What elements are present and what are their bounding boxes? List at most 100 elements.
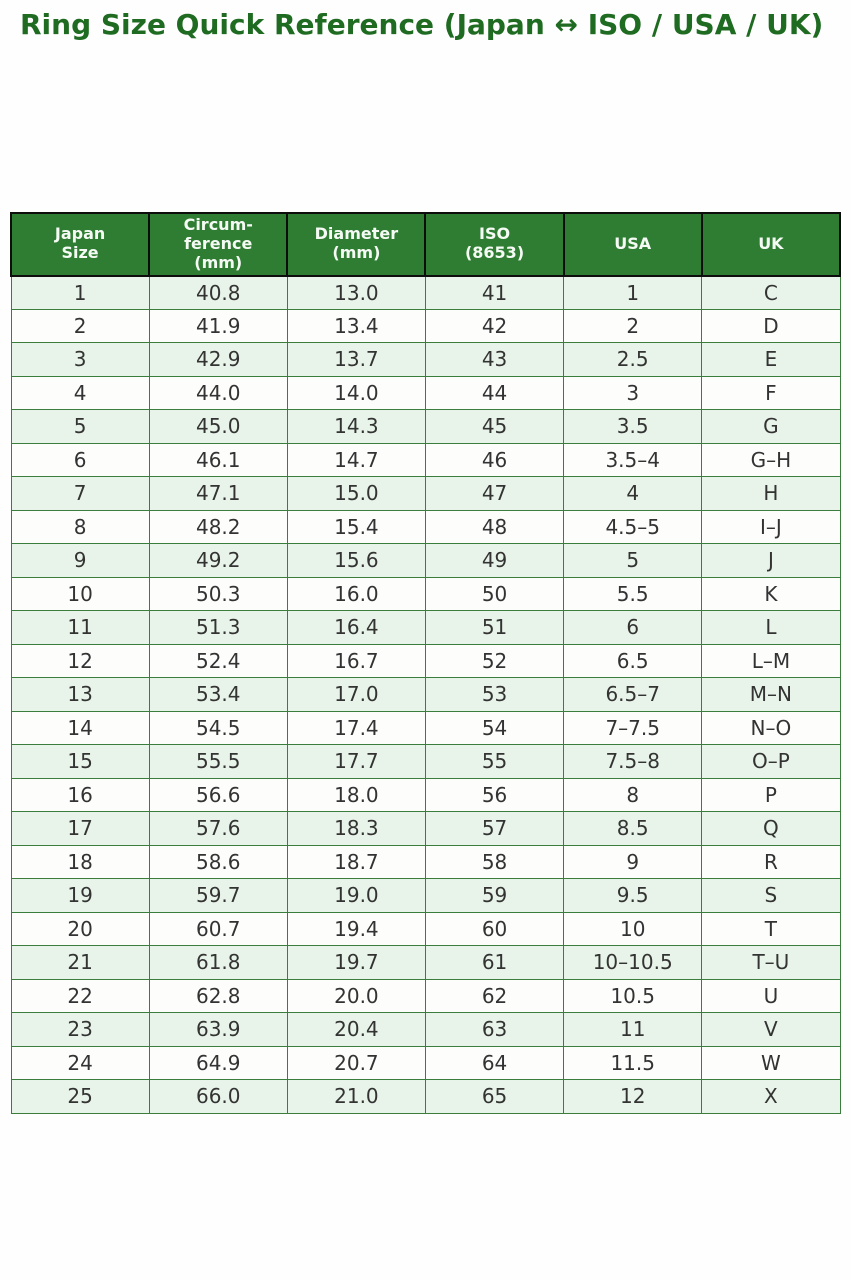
table-cell: 47 (424, 476, 565, 511)
table-cell: 10 (563, 911, 703, 947)
table-cell: 8.5 (563, 811, 703, 846)
table-cell: 7 (10, 476, 150, 511)
table-cell: 9.5 (563, 878, 703, 913)
table-cell: T–U (701, 945, 841, 980)
table-cell: 20.7 (286, 1045, 426, 1081)
table-cell: 49 (424, 543, 565, 578)
table-cell: 61.8 (148, 945, 288, 980)
table-row: 7 47.1 15.0 47 4 H (10, 476, 841, 511)
table-cell: 2.5 (563, 342, 703, 377)
table-cell: 22 (10, 978, 150, 1014)
table-cell: 65 (424, 1079, 565, 1114)
table-cell: 17 (10, 811, 150, 846)
table-cell: 6 (10, 442, 150, 478)
table-cell: 4 (563, 476, 703, 511)
table-row: 3 42.9 13.7 43 2.5 E (10, 342, 841, 377)
table-cell: E (701, 342, 841, 377)
table-cell: 11 (10, 610, 150, 645)
table-cell: 9 (10, 543, 150, 578)
table-cell: 53.4 (148, 677, 288, 712)
table-header: Japan Size Circum- ference (mm) Diameter (… (9, 212, 842, 277)
table-cell: 2 (10, 308, 150, 344)
table-cell: 17.4 (286, 710, 426, 746)
table-row: 22 62.8 20.0 62 10.5 U (10, 978, 841, 1014)
table-cell: I–J (701, 509, 841, 545)
table-cell: G (701, 409, 841, 444)
table-cell: Q (701, 811, 841, 846)
table-cell: 14.0 (286, 375, 426, 411)
table-cell: L–M (701, 643, 841, 679)
table-cell: 64 (424, 1045, 565, 1081)
table-cell: N–O (701, 710, 841, 746)
table-cell: 18.3 (286, 811, 426, 846)
table-cell: 1 (10, 275, 150, 310)
table-row: 1 40.8 13.0 41 1 C (10, 275, 841, 310)
table-cell: 57.6 (148, 811, 288, 846)
table-cell: 60 (424, 911, 565, 947)
table-cell: 12 (10, 643, 150, 679)
table-cell: 59 (424, 878, 565, 913)
table-cell: 46.1 (148, 442, 288, 478)
table-cell: 51.3 (148, 610, 288, 645)
table-cell: 14.3 (286, 409, 426, 444)
table-row: 4 44.0 14.0 44 3 F (10, 375, 841, 411)
table-row: 15 55.5 17.7 55 7.5–8 O–P (10, 744, 841, 779)
table-cell: 47.1 (148, 476, 288, 511)
column-header: Japan Size (9, 212, 151, 277)
table-cell: 45.0 (148, 409, 288, 444)
table-cell: 55 (424, 744, 565, 779)
table-row: 17 57.6 18.3 57 8.5 Q (10, 811, 841, 846)
table-header-row: Japan Size Circum- ference (mm) Diameter (… (9, 212, 842, 277)
table-cell: 6.5–7 (563, 677, 703, 712)
table-row: 24 64.9 20.7 64 11.5 W (10, 1045, 841, 1081)
table-cell: 43 (424, 342, 565, 377)
table-cell: 44 (424, 375, 565, 411)
table-cell: 8 (563, 777, 703, 813)
table-cell: R (701, 844, 841, 880)
table-cell: 20.4 (286, 1012, 426, 1047)
column-header: Circum- ference (mm) (148, 212, 289, 277)
table-cell: 5 (563, 543, 703, 578)
table-cell: 57 (424, 811, 565, 846)
table-cell: 59.7 (148, 878, 288, 913)
column-header: ISO (8653) (424, 212, 565, 277)
table-cell: 42 (424, 308, 565, 344)
table-cell: 58.6 (148, 844, 288, 880)
table-cell: L (701, 610, 841, 645)
table-cell: 16.4 (286, 610, 426, 645)
table-cell: 23 (10, 1012, 150, 1047)
table-cell: 24 (10, 1045, 150, 1081)
table-cell: 14.7 (286, 442, 426, 478)
table-row: 21 61.8 19.7 61 10–10.5 T–U (10, 945, 841, 980)
table-cell: 15.0 (286, 476, 426, 511)
table-cell: 19 (10, 878, 150, 913)
table-row: 9 49.2 15.6 49 5 J (10, 543, 841, 578)
table-row: 10 50.3 16.0 50 5.5 K (10, 576, 841, 612)
table-row: 2 41.9 13.4 42 2 D (10, 308, 841, 344)
table-cell: 7.5–8 (563, 744, 703, 779)
table-cell: C (701, 275, 841, 310)
table-cell: 10–10.5 (563, 945, 703, 980)
table-cell: G–H (701, 442, 841, 478)
table-cell: 5 (10, 409, 150, 444)
table-cell: 11 (563, 1012, 703, 1047)
table-cell: 19.7 (286, 945, 426, 980)
table-cell: 44.0 (148, 375, 288, 411)
table-cell: 13.4 (286, 308, 426, 344)
table-row: 16 56.6 18.0 56 8 P (10, 777, 841, 813)
column-header: Diameter (mm) (286, 212, 427, 277)
table-cell: V (701, 1012, 841, 1047)
table-cell: T (701, 911, 841, 947)
table-cell: 42.9 (148, 342, 288, 377)
table-cell: 15.4 (286, 509, 426, 545)
ring-size-table: Japan Size Circum- ference (mm) Diameter (… (9, 212, 842, 1114)
table-cell: J (701, 543, 841, 578)
table-cell: 1 (563, 275, 703, 310)
table-cell: S (701, 878, 841, 913)
table-cell: 55.5 (148, 744, 288, 779)
table-cell: 21 (10, 945, 150, 980)
table-cell: 3.5–4 (563, 442, 703, 478)
table-cell: 18 (10, 844, 150, 880)
table-row: 8 48.2 15.4 48 4.5–5 I–J (10, 509, 841, 545)
